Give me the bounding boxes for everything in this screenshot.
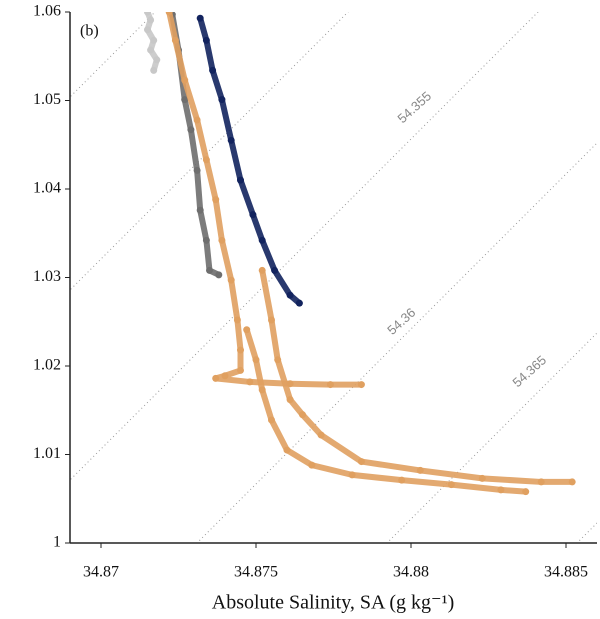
point: [243, 326, 251, 334]
point: [227, 136, 235, 144]
isopycnal-line: [70, 12, 156, 98]
point: [249, 211, 257, 219]
point: [193, 166, 201, 174]
point: [271, 266, 279, 274]
point: [202, 36, 210, 44]
isopycnal-line: [196, 142, 597, 543]
panel-label: (b): [80, 23, 99, 40]
point: [258, 266, 266, 274]
point: [246, 378, 254, 386]
point: [237, 366, 244, 374]
point: [209, 66, 217, 74]
point: [568, 478, 576, 486]
point-trail: [197, 15, 303, 307]
point: [187, 126, 195, 134]
x-axis-label: Absolute Salinity, SA (g kg⁻¹): [212, 592, 454, 614]
point: [299, 411, 306, 419]
point: [206, 266, 213, 274]
point: [274, 356, 282, 364]
point: [165, 12, 173, 16]
y-tick-label: 1.04: [33, 180, 61, 197]
point: [181, 76, 189, 84]
point: [308, 461, 316, 469]
y-tick-label: 1.01: [33, 445, 61, 462]
isopycnal-label: 54.36: [384, 305, 418, 338]
point: [202, 156, 210, 164]
point: [416, 466, 424, 474]
point: [522, 488, 530, 496]
point: [196, 206, 204, 214]
point: [193, 116, 201, 124]
point: [215, 271, 223, 279]
point: [357, 381, 365, 389]
plot-area: [144, 12, 576, 496]
point: [268, 416, 275, 424]
point: [202, 236, 210, 244]
x-tick-label: 34.88: [393, 564, 429, 581]
point: [286, 396, 294, 404]
point: [537, 478, 545, 486]
point: [268, 316, 275, 324]
point: [153, 56, 161, 64]
point: [237, 176, 244, 184]
y-tick-label: 1.05: [33, 91, 61, 108]
point: [227, 276, 235, 284]
y-tick-label: 1.02: [33, 357, 61, 374]
point: [283, 446, 291, 454]
point: [447, 481, 455, 489]
point: [218, 96, 226, 104]
y-tick-label: 1: [53, 534, 61, 551]
point: [258, 236, 266, 244]
isopycnal-label: 54.355: [394, 88, 434, 126]
x-tick-label: 34.875: [234, 564, 278, 581]
isopycnal-line: [386, 332, 597, 543]
point: [147, 16, 155, 24]
point: [295, 299, 303, 307]
point: [398, 476, 406, 484]
point: [171, 36, 179, 44]
point: [286, 291, 294, 299]
point: [144, 12, 151, 16]
point: [150, 36, 158, 44]
point: [212, 374, 220, 382]
point: [357, 458, 365, 466]
point: [258, 386, 266, 394]
point: [233, 316, 241, 324]
point: [196, 14, 204, 22]
point: [317, 431, 325, 439]
point: [497, 486, 505, 494]
point: [478, 474, 486, 482]
isopycnal-line: [576, 522, 597, 543]
isopycnal-label: 54.365: [509, 352, 549, 390]
x-tick-label: 34.885: [544, 564, 588, 581]
point: [150, 66, 158, 74]
point: [147, 46, 155, 54]
point: [181, 96, 189, 104]
x-tick-label: 34.87: [83, 564, 119, 581]
point: [144, 26, 151, 34]
point: [218, 236, 226, 244]
point: [252, 356, 260, 364]
point: [212, 196, 220, 204]
isopycnal-line: [70, 12, 349, 291]
point: [221, 372, 229, 380]
point: [348, 471, 356, 479]
point: [326, 381, 334, 389]
point: [237, 346, 244, 354]
y-tick-label: 1.06: [33, 3, 61, 20]
y-tick-label: 1.03: [33, 268, 61, 285]
